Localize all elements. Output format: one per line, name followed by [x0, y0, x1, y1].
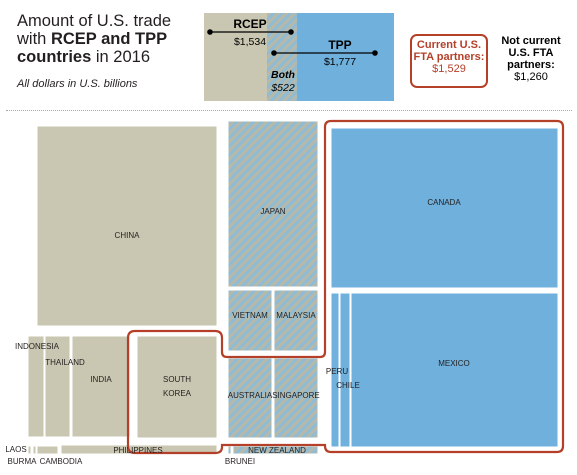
not-fta-box: Not current U.S. FTA partners: $1,260 [490, 35, 572, 83]
tile-japan [227, 120, 319, 288]
legend-tpp-value: $1,777 [324, 56, 356, 68]
label-mexico: MEXICO [438, 359, 470, 368]
legend-tpp-label: TPP [328, 38, 351, 52]
legend-rcep-dot-left [207, 29, 213, 35]
label-south-korea-1: SOUTH [163, 375, 191, 384]
tile-peru [330, 292, 340, 448]
label-burma: BURMA [8, 457, 38, 466]
legend-tpp-dot-left [271, 50, 277, 56]
label-chile: CHILE [336, 381, 360, 390]
label-vietnam: VIETNAM [232, 311, 268, 320]
tile-vietnam [227, 289, 273, 352]
tile-cambodia [36, 445, 59, 455]
legend-both-label: Both [271, 69, 295, 81]
label-peru: PERU [326, 367, 348, 376]
tile-chile [339, 292, 351, 448]
label-malaysia: MALAYSIA [276, 311, 316, 320]
label-thailand: THAILAND [45, 358, 85, 367]
fta-outline-south-korea [126, 119, 565, 455]
tile-singapore [273, 357, 319, 439]
header-divider [6, 110, 572, 111]
tile-indonesia [27, 335, 45, 438]
fta-partners-value: $1,529 [432, 63, 466, 75]
tile-malaysia [273, 289, 319, 352]
label-laos: LAOS [5, 445, 26, 454]
label-singapore: SINGAPORE [272, 391, 320, 400]
title-line-1: Amount of U.S. trade [17, 12, 172, 30]
label-philippines: PHILIPPINES [113, 446, 162, 455]
tile-mexico [350, 292, 559, 448]
label-cambodia: CAMBODIA [40, 457, 83, 466]
label-china: CHINA [115, 231, 141, 240]
chart-subtitle: All dollars in U.S. billions [17, 78, 138, 90]
legend-rcep-block [204, 13, 267, 101]
title-line-2-bold: RCEP and TPP [50, 30, 168, 48]
label-brunei: BRUNEI [225, 457, 255, 466]
legend-tpp-block [297, 13, 394, 101]
tile-canada [330, 127, 559, 289]
label-indonesia: INDONESIA [15, 342, 60, 351]
title-line-3-suffix: in 2016 [91, 48, 150, 66]
tile-burma [32, 445, 37, 455]
label-australia: AUSTRALIA [228, 391, 273, 400]
label-india: INDIA [90, 375, 112, 384]
tile-india [71, 335, 131, 438]
tile-laos [27, 445, 32, 455]
legend-tpp-dot-right [372, 50, 378, 56]
not-fta-value: $1,260 [514, 71, 548, 83]
venn-legend: RCEP $1,534 TPP $1,777 Both $522 [204, 13, 394, 101]
title-line-2-prefix: with [17, 30, 51, 48]
not-fta-label: Not current U.S. FTA partners: [501, 35, 561, 71]
legend-both-block [267, 13, 297, 101]
legend-both-value: $522 [270, 82, 295, 94]
label-new-zealand: NEW ZEALAND [248, 446, 306, 455]
tile-brunei [227, 445, 232, 455]
label-south-korea-2: KOREA [163, 389, 192, 398]
fta-partners-box: Current U.S. FTA partners: $1,529 [410, 34, 488, 88]
tile-south-korea [136, 335, 218, 439]
title-line-3-bold: countries [17, 48, 92, 66]
tile-china [36, 125, 218, 327]
fta-partners-label: Current U.S. FTA partners: [413, 39, 485, 63]
legend-rcep-value: $1,534 [234, 36, 266, 48]
legend-rcep-dot-right [288, 29, 294, 35]
label-canada: CANADA [427, 198, 461, 207]
chart-title: Amount of U.S. trade with RCEP and TPP c… [17, 12, 207, 66]
tile-thailand [44, 335, 71, 438]
tile-australia [227, 357, 273, 439]
label-japan: JAPAN [260, 207, 285, 216]
legend-rcep-label: RCEP [233, 17, 266, 31]
